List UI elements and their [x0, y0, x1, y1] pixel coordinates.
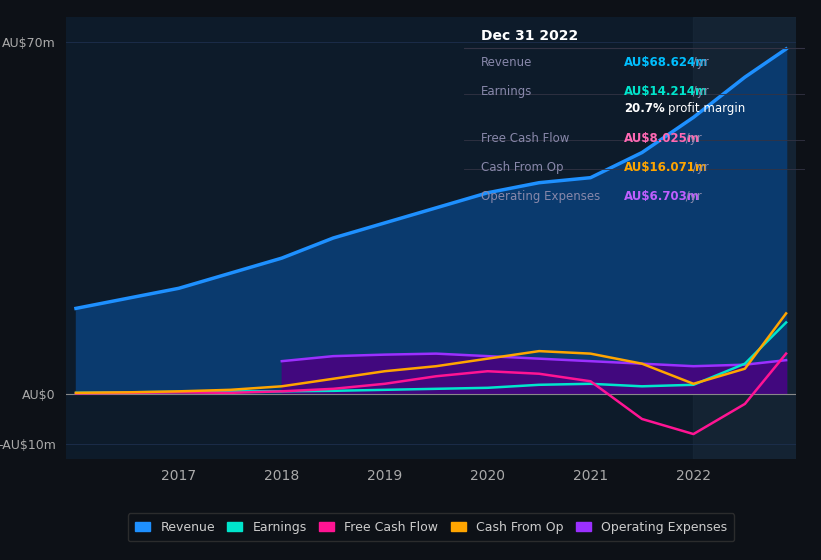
Legend: Revenue, Earnings, Free Cash Flow, Cash From Op, Operating Expenses: Revenue, Earnings, Free Cash Flow, Cash …	[128, 514, 734, 542]
Text: profit margin: profit margin	[668, 102, 745, 115]
Text: /yr: /yr	[682, 132, 702, 144]
Text: Dec 31 2022: Dec 31 2022	[481, 29, 578, 43]
Text: AU$16.071m: AU$16.071m	[624, 161, 708, 174]
Text: /yr: /yr	[689, 85, 709, 99]
Text: AU$14.214m: AU$14.214m	[624, 85, 709, 99]
Text: Revenue: Revenue	[481, 56, 532, 69]
Text: /yr: /yr	[689, 161, 709, 174]
Text: /yr: /yr	[689, 56, 709, 69]
Text: Cash From Op: Cash From Op	[481, 161, 563, 174]
Text: Operating Expenses: Operating Expenses	[481, 190, 600, 203]
Text: Earnings: Earnings	[481, 85, 532, 99]
Text: 20.7%: 20.7%	[624, 102, 665, 115]
Text: AU$68.624m: AU$68.624m	[624, 56, 709, 69]
Bar	[694, 17, 796, 459]
Text: AU$8.025m: AU$8.025m	[624, 132, 700, 144]
Text: /yr: /yr	[682, 190, 702, 203]
Text: Free Cash Flow: Free Cash Flow	[481, 132, 569, 144]
Text: AU$6.703m: AU$6.703m	[624, 190, 699, 203]
